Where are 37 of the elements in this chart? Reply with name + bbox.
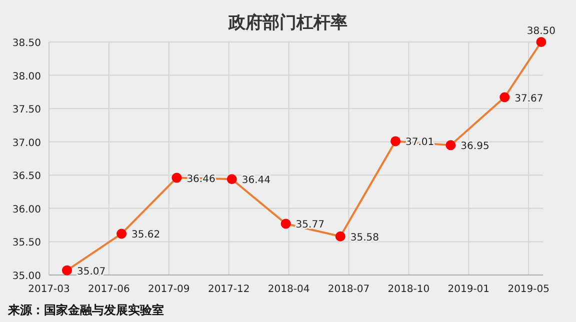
y-tick-label: 36.50 xyxy=(12,171,41,182)
data-label: 35.07 xyxy=(76,266,106,278)
y-tick-label: 37.00 xyxy=(12,138,41,149)
point xyxy=(446,140,456,150)
x-tick-label: 2019-05 xyxy=(508,284,550,295)
y-tick-label: 36.00 xyxy=(12,204,41,216)
data-label: 37.67 xyxy=(514,93,544,104)
data-label: 35.62 xyxy=(132,230,160,241)
x-tick-label: 2017-12 xyxy=(208,284,250,295)
data-label: 36.44 xyxy=(242,175,270,186)
y-tick-label: 35.00 xyxy=(12,271,41,282)
x-tick-label: 2018-04 xyxy=(268,284,310,295)
x-tick-label: 2017-06 xyxy=(88,284,130,295)
y-tick-label: 38.50 xyxy=(12,38,41,49)
data-label: 36.95 xyxy=(460,141,490,152)
x-tick-label: 2019-01 xyxy=(448,284,490,295)
data-label: 35.58 xyxy=(350,232,380,244)
x-tick-label: 2018-10 xyxy=(388,284,430,295)
y-tick-label: 35.50 xyxy=(12,238,41,249)
point xyxy=(172,172,182,183)
y-tick-label: 38.00 xyxy=(12,71,41,82)
point xyxy=(390,136,401,146)
point xyxy=(536,37,546,47)
data-label: 35.77 xyxy=(296,220,324,231)
point xyxy=(500,92,510,102)
y-tick-label: 37.50 xyxy=(12,104,41,116)
point xyxy=(116,228,127,239)
x-tick-label: 2017-09 xyxy=(148,284,190,295)
point xyxy=(226,174,237,184)
chart-title: 政府部门杠杆率 xyxy=(228,13,348,33)
data-label: 38.50 xyxy=(526,26,556,37)
point xyxy=(335,231,346,242)
point xyxy=(62,265,72,276)
source-note: 来源：国家金融与发展实验室 xyxy=(7,303,164,317)
point xyxy=(280,218,291,229)
x-tick-label: 2018-07 xyxy=(328,284,370,295)
x-tick-label: 2017-03 xyxy=(28,284,70,295)
